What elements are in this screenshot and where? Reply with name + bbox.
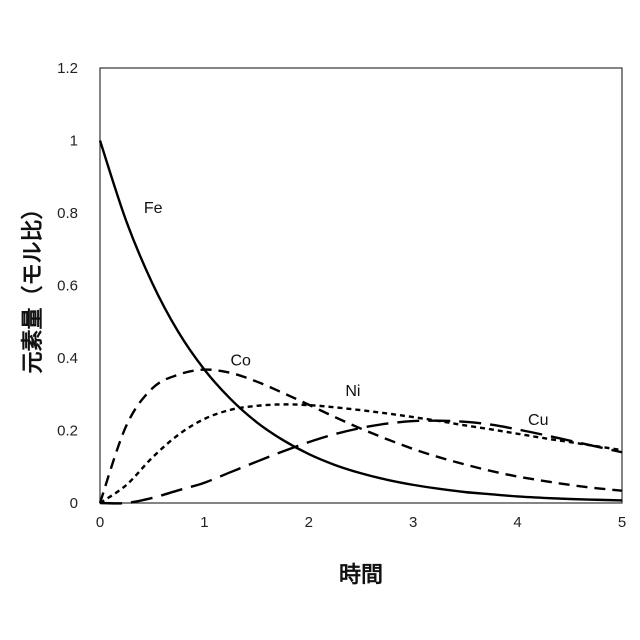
- x-tick-label: 5: [618, 514, 626, 531]
- series-line-ni: [99, 403, 623, 504]
- series-label-co: Co: [231, 352, 252, 369]
- y-tick-label: 0.2: [57, 423, 78, 440]
- series-line-cu: [99, 419, 623, 505]
- plot-area: [99, 67, 623, 504]
- x-tick-label: 2: [305, 514, 313, 531]
- series-line-fe: [98, 140, 623, 502]
- x-tick-label: 4: [513, 514, 521, 531]
- series-label-fe: Fe: [144, 200, 163, 217]
- y-axis-title: 元素量（モル比）: [20, 197, 46, 373]
- series-line-co: [98, 368, 623, 504]
- x-axis-title: 時間: [339, 563, 383, 588]
- y-tick-label: 0.6: [57, 278, 78, 295]
- plot-frame: [99, 67, 623, 504]
- series-label-cu: Cu: [528, 412, 548, 429]
- series-label-ni: Ni: [345, 383, 360, 400]
- series-layer: [98, 140, 623, 505]
- ticks-layer: 0 1 2 3 4 5 0 0.2 0.4 0.6 0.8 1 1.2: [57, 60, 626, 531]
- x-tick-label: 1: [200, 514, 208, 531]
- x-tick-label: 0: [96, 514, 104, 531]
- y-tick-label: 0: [70, 495, 78, 512]
- y-tick-label: 0.4: [57, 350, 78, 367]
- x-tick-label: 3: [409, 514, 417, 531]
- y-tick-label: 1.2: [57, 60, 78, 77]
- labels-layer: Fe Co Ni Cu: [144, 200, 549, 429]
- y-tick-label: 0.8: [57, 205, 78, 222]
- y-tick-label: 1: [70, 133, 78, 150]
